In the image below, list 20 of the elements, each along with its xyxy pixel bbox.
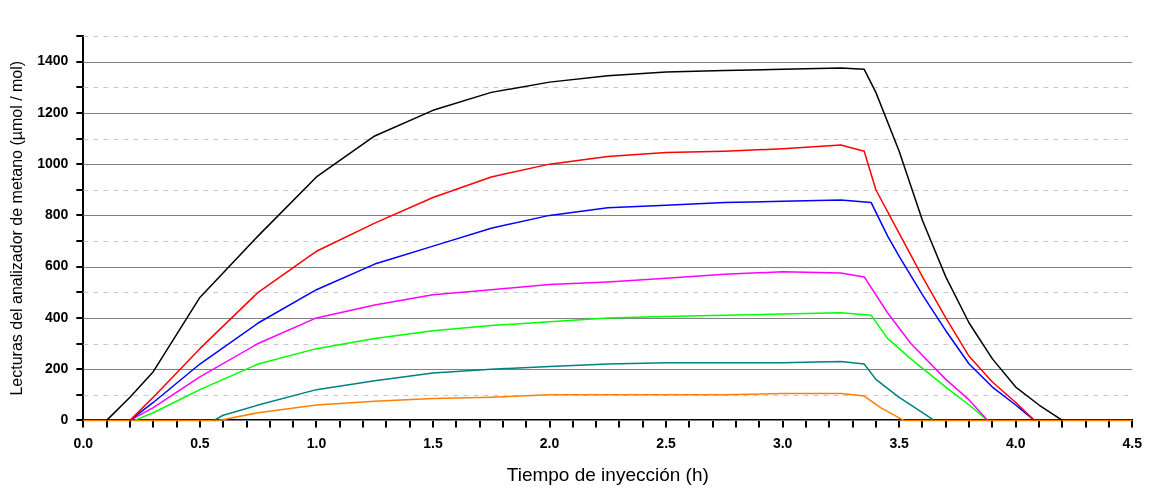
x-tick-label: 2.5 [656, 434, 677, 451]
y-tick-label: 0 [60, 411, 69, 428]
x-tick-label: 0.0 [73, 434, 94, 451]
y-tick-label: 1400 [37, 52, 69, 69]
y-tick-label: 1200 [37, 103, 69, 120]
x-tick-label: 1.0 [306, 434, 327, 451]
y-tick-label: 400 [44, 308, 69, 325]
y-tick-label: 800 [44, 206, 69, 223]
x-tick-label: 2.0 [539, 434, 560, 451]
x-axis-title: Tiempo de inyección (h) [506, 463, 709, 485]
x-tick-label: 1.5 [423, 434, 443, 451]
x-tick-label: 0.5 [190, 434, 210, 451]
y-tick-label: 1000 [37, 154, 69, 171]
y-tick-label: 600 [44, 257, 69, 274]
y-tick-label: 200 [44, 360, 69, 377]
x-tick-label: 3.5 [889, 434, 910, 451]
x-tick-label: 3.0 [772, 434, 793, 451]
x-tick-label: 4.5 [1122, 434, 1143, 451]
x-tick-label: 4.0 [1005, 434, 1026, 451]
y-axis-title: Lecturas del analizador de metano (µmol / mol) [8, 60, 26, 396]
